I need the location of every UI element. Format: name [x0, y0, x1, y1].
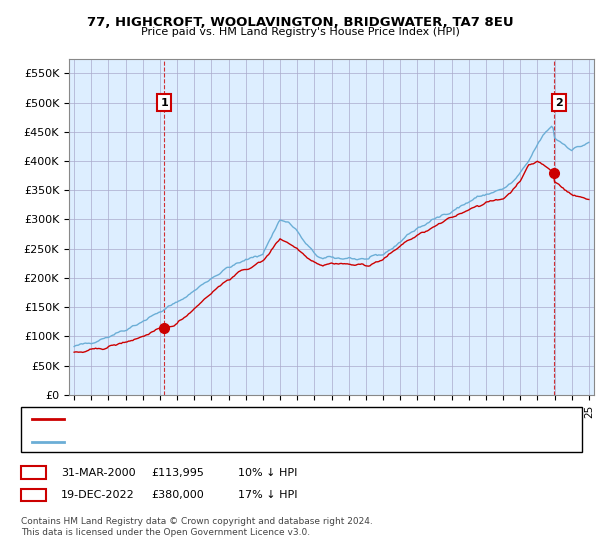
Text: Contains HM Land Registry data © Crown copyright and database right 2024.
This d: Contains HM Land Registry data © Crown c…	[21, 517, 373, 537]
Text: 2: 2	[29, 488, 38, 502]
Text: 1: 1	[29, 466, 38, 479]
Text: £113,995: £113,995	[151, 468, 204, 478]
Text: 77, HIGHCROFT, WOOLAVINGTON, BRIDGWATER, TA7 8EU (detached house): 77, HIGHCROFT, WOOLAVINGTON, BRIDGWATER,…	[70, 414, 466, 424]
Text: 1: 1	[160, 97, 168, 108]
Text: HPI: Average price, detached house, Somerset: HPI: Average price, detached house, Some…	[70, 437, 313, 447]
Text: 10% ↓ HPI: 10% ↓ HPI	[238, 468, 298, 478]
Text: 2: 2	[555, 97, 563, 108]
Text: Price paid vs. HM Land Registry's House Price Index (HPI): Price paid vs. HM Land Registry's House …	[140, 27, 460, 37]
Text: 77, HIGHCROFT, WOOLAVINGTON, BRIDGWATER, TA7 8EU: 77, HIGHCROFT, WOOLAVINGTON, BRIDGWATER,…	[86, 16, 514, 29]
Text: 31-MAR-2000: 31-MAR-2000	[61, 468, 136, 478]
Text: 17% ↓ HPI: 17% ↓ HPI	[238, 490, 298, 500]
Text: 19-DEC-2022: 19-DEC-2022	[61, 490, 135, 500]
Text: £380,000: £380,000	[151, 490, 204, 500]
